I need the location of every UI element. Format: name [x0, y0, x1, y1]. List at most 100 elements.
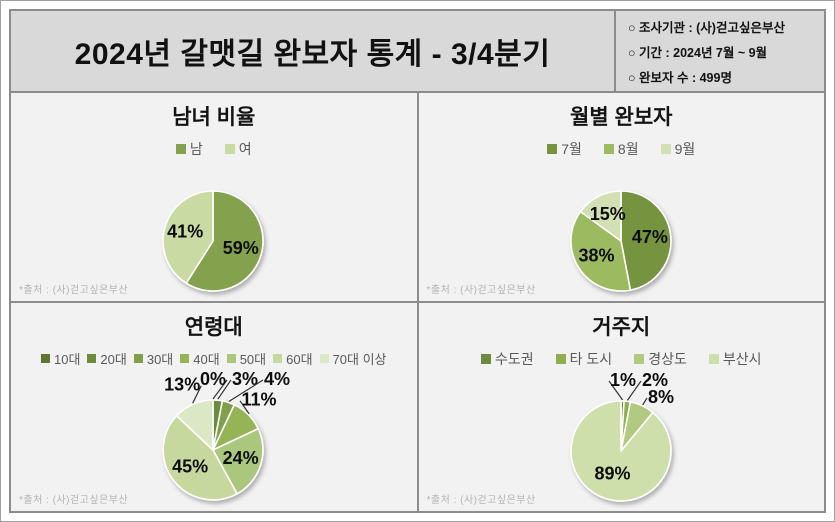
chart-title: 연령대	[184, 316, 243, 339]
pie-label: 1%	[610, 370, 636, 390]
legend-swatch	[226, 354, 236, 363]
legend-item: 20대	[87, 349, 127, 368]
legend-label: 30대	[146, 352, 174, 367]
legend-item: 30대	[133, 349, 174, 368]
label-leader-line	[626, 380, 642, 401]
legend-label: 남	[189, 141, 203, 157]
legend-swatch	[180, 354, 190, 363]
legend-label: 여	[238, 141, 252, 157]
legend-item: 10대	[41, 349, 80, 368]
legend-label: 부산시	[722, 351, 762, 367]
legend-swatch	[481, 354, 492, 364]
legend-item: 수도권	[481, 349, 534, 369]
legend-item: 9월	[660, 139, 696, 159]
info-line-count: ○ 완보자 수 : 499명	[628, 70, 732, 85]
label-leader-line	[239, 400, 250, 415]
legend-swatch	[273, 354, 283, 363]
chart-title: 거주지	[592, 316, 651, 339]
panel-age-groups: 연령대 10대 20대 30대 40대 50대 60대 70대 이상 0% 3% 4% 11% 24…	[11, 303, 417, 511]
legend-item: 70대 이상	[319, 349, 387, 368]
pie-slice	[569, 210, 631, 292]
legend-label: 타 도시	[569, 351, 613, 367]
legend-label: 70대 이상	[332, 352, 387, 367]
legend-swatch	[319, 354, 329, 363]
pie-label: 4%	[264, 369, 290, 389]
pie-slice	[570, 400, 672, 502]
label-leader-line	[608, 380, 623, 401]
legend-swatch	[224, 144, 235, 154]
pie-svg: 0% 3% 4%11% 24% 45% 13%	[162, 369, 290, 501]
legend-item: 7월	[547, 139, 582, 159]
pie-slice	[162, 190, 215, 284]
panel-monthly-completers: 월별 완보자 7월 8월 9월 47% 38% 15% *출처 : (사)걷고싶은부산	[418, 93, 825, 301]
header-info-box: ○ 조사기관 : (사)걷고싶은부산 ○ 기간 : 2024년 7월 ~ 9월 …	[614, 11, 824, 91]
legend-swatch	[87, 354, 97, 363]
legend-swatch	[41, 354, 50, 363]
pie-svg: 59% 41%	[162, 190, 265, 292]
legend-item: 40대	[180, 349, 220, 368]
legend-swatch	[634, 354, 645, 364]
legend-swatch	[603, 144, 614, 154]
pie-label: 38%	[578, 245, 614, 265]
label-leader-line	[641, 397, 648, 406]
legend-swatch	[133, 354, 143, 363]
chart-legend: 10대 20대 30대 40대 50대 60대 70대 이상	[11, 349, 417, 368]
legend-label: 경상도	[648, 351, 687, 367]
pie-label: 13%	[164, 375, 200, 395]
legend-label: 수도권	[495, 351, 534, 367]
source-note: *출처 : (사)걷고싶은부산	[19, 285, 129, 296]
chart-title: 월별 완보자	[570, 106, 673, 129]
pie-chart: 59% 41%	[11, 159, 417, 301]
legend-swatch	[555, 354, 566, 364]
legend-label: 60대	[286, 352, 313, 367]
legend-label: 8월	[617, 141, 639, 157]
label-leader-line	[192, 385, 202, 404]
label-leader-line	[228, 379, 264, 403]
info-line-period: ○ 기간 : 2024년 7월 ~ 9월	[628, 45, 768, 60]
pie-label: 24%	[223, 448, 259, 468]
pie-label: 11%	[242, 390, 277, 410]
pie-label: 2%	[642, 370, 668, 390]
legend-item: 60대	[273, 349, 313, 368]
pie-slice	[212, 427, 265, 495]
pie-label: 45%	[172, 457, 208, 477]
pie-label: 0%	[200, 369, 226, 389]
pie-label: 8%	[648, 387, 674, 407]
legend-item: 부산시	[708, 349, 762, 369]
source-note: *출처 : (사)걷고싶은부산	[426, 495, 536, 506]
pie-slice	[579, 190, 622, 242]
legend-label: 40대	[193, 352, 220, 367]
pie-label: 89%	[594, 463, 630, 483]
chart-legend: 수도권 타 도시 경상도 부산시	[419, 349, 825, 369]
legend-label: 9월	[674, 141, 696, 157]
legend-item: 경상도	[634, 349, 687, 369]
legend-swatch	[660, 144, 671, 154]
pie-chart: 1% 2% 8% 89%	[419, 369, 825, 511]
pie-slice	[619, 190, 672, 291]
legend-label: 10대	[54, 352, 81, 367]
label-leader-line	[212, 379, 228, 400]
chart-legend: 7월 8월 9월	[419, 139, 825, 159]
legend-item: 50대	[226, 349, 267, 368]
legend-item: 8월	[603, 139, 639, 159]
pie-label: 41%	[167, 222, 203, 242]
pie-label: 3%	[232, 369, 258, 389]
pie-slice	[162, 415, 239, 501]
info-line-agency: ○ 조사기관 : (사)걷고싶은부산	[628, 20, 785, 35]
pie-label: 15%	[590, 204, 626, 224]
pie-slice	[185, 190, 265, 292]
source-note: *출처 : (사)걷고싶은부산	[19, 495, 129, 506]
pie-slice	[176, 399, 215, 451]
legend-label: 20대	[100, 352, 127, 367]
legend-item: 여	[224, 139, 252, 159]
legend-swatch	[175, 144, 186, 154]
page-title: 2024년 갈맷길 완보자 통계 - 3/4분기	[74, 38, 551, 71]
pie-chart: 0% 3% 4% 11% 24% 45% 13%	[11, 368, 417, 511]
header: 2024년 갈맷길 완보자 통계 - 3/4분기 ○ 조사기관 : (사)걷고싶…	[9, 9, 826, 93]
legend-item: 남	[175, 139, 203, 159]
legend-label: 50대	[239, 352, 267, 367]
legend-swatch	[547, 144, 558, 154]
